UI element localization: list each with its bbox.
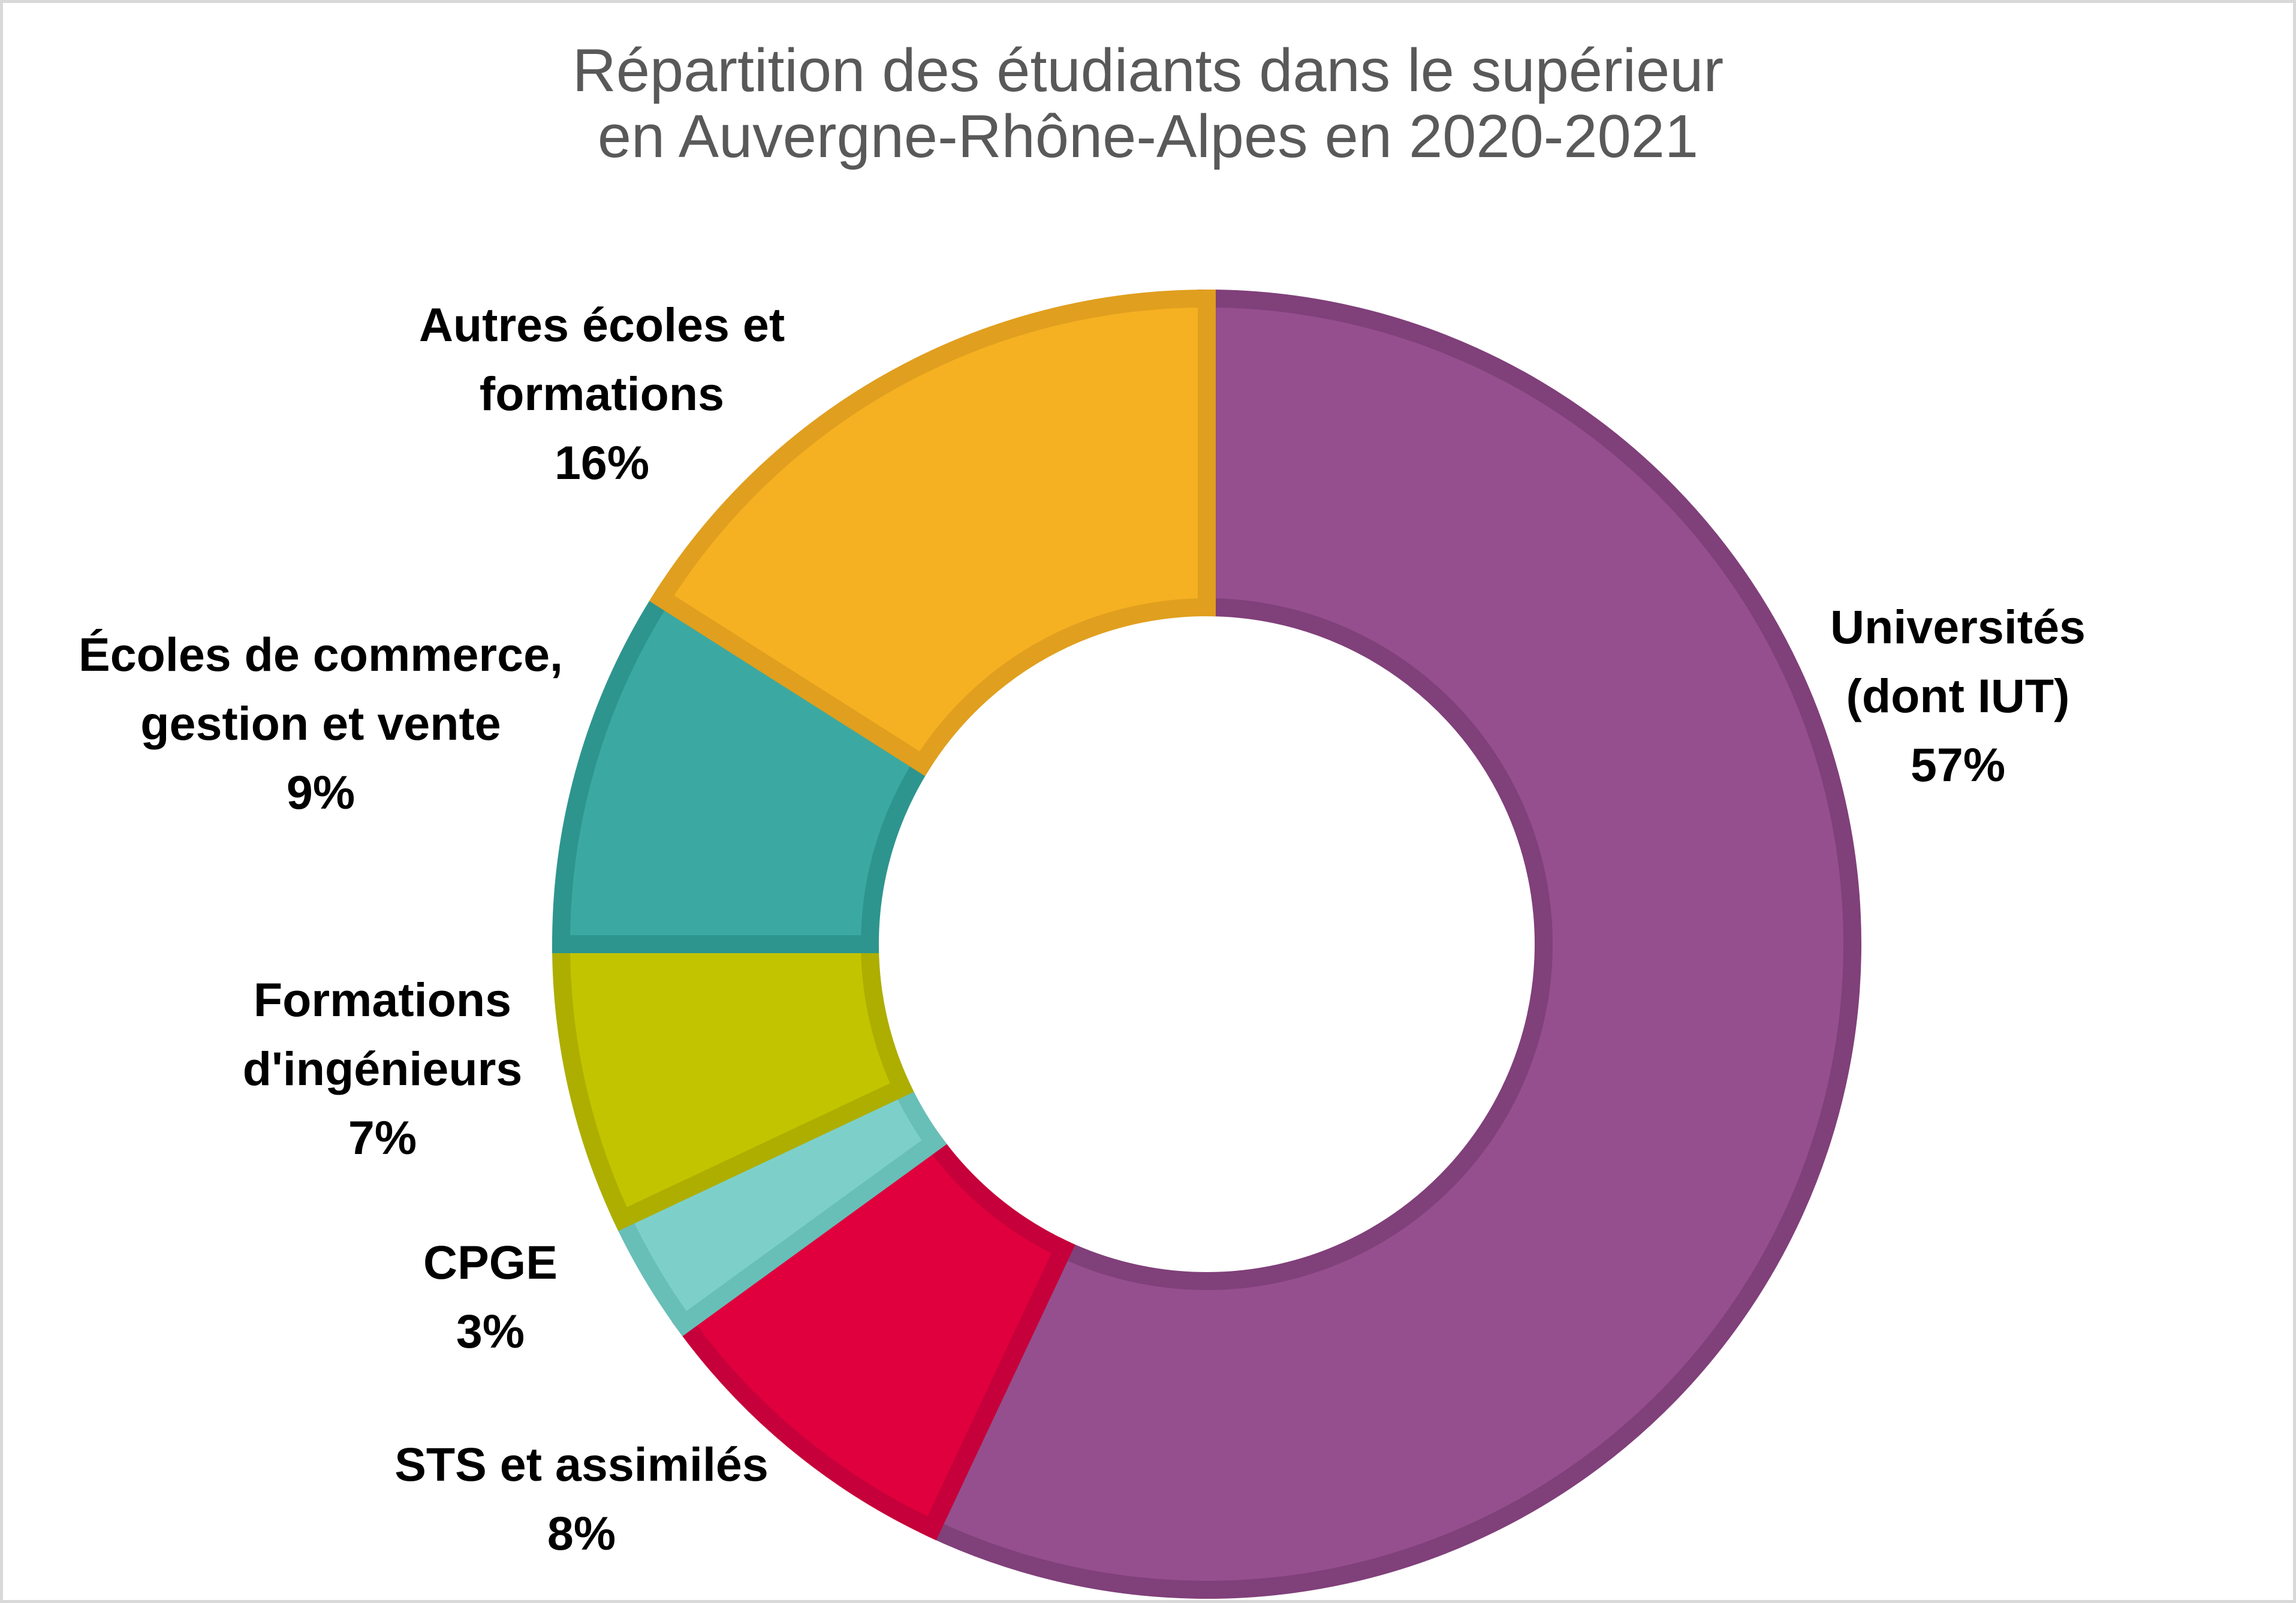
data-label-unit: %	[374, 1111, 417, 1164]
data-label-category: STS et assimilés	[394, 1438, 769, 1491]
chart-title: Répartition des étudiants dans le supéri…	[572, 37, 1724, 170]
data-label-value: 7%	[203, 1103, 562, 1172]
data-label-value: 8%	[342, 1499, 821, 1568]
data-label-formations-ingenieurs: Formations d'ingénieurs 7%	[203, 965, 562, 1172]
data-label-number: 8	[547, 1506, 574, 1560]
data-label-number: 9	[286, 766, 313, 819]
data-label-category: Autres écoles et formations	[418, 298, 785, 420]
donut-slice-autres-ecoles-et-formations	[649, 289, 1216, 776]
data-label-number: 7	[348, 1111, 375, 1164]
data-label-category: Universités (dont IUT)	[1830, 600, 2086, 722]
data-label-value: 16%	[362, 428, 842, 497]
donut-slice-universites-dont-iut	[920, 289, 1861, 1599]
data-label-unit: %	[1963, 738, 2006, 791]
data-label-unit: %	[482, 1304, 525, 1358]
data-label-value: 9%	[51, 758, 590, 827]
data-label-category: Écoles de commerce, gestion et vente	[79, 628, 563, 750]
data-label-sts: STS et assimilés 8%	[342, 1430, 821, 1568]
data-label-number: 57	[1910, 738, 1963, 791]
data-label-autres-ecoles: Autres écoles et formations 16%	[362, 290, 842, 497]
data-label-universites: Universités (dont IUT) 57%	[1790, 592, 2126, 799]
data-label-category: Formations d'ingénieurs	[242, 973, 523, 1095]
data-label-cpge: CPGE 3%	[370, 1228, 610, 1366]
data-label-value: 3%	[370, 1297, 610, 1366]
donut-slice-ecoles-de-commerce-gestion-et-vente	[552, 586, 935, 953]
data-label-number: 16	[554, 436, 607, 489]
data-label-category: CPGE	[423, 1236, 558, 1289]
data-label-number: 3	[456, 1304, 483, 1358]
data-label-value: 57%	[1790, 730, 2126, 799]
data-label-unit: %	[607, 436, 650, 489]
data-label-unit: %	[573, 1506, 616, 1560]
data-label-ecoles-commerce: Écoles de commerce, gestion et vente 9%	[51, 620, 590, 827]
data-label-unit: %	[312, 766, 355, 819]
